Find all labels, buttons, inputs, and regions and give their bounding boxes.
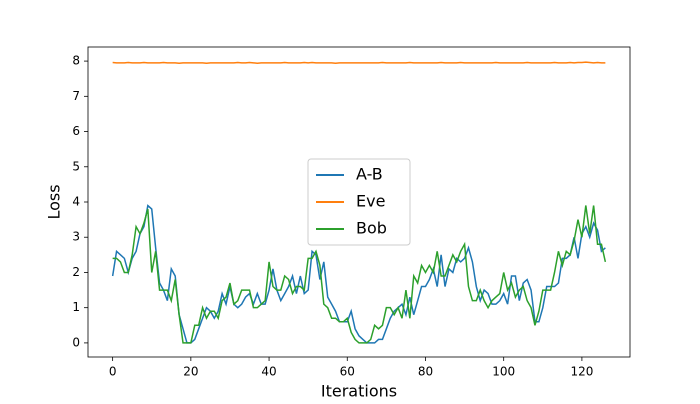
x-axis-label: Iterations	[321, 382, 397, 401]
x-tick-label: 20	[183, 365, 198, 379]
y-tick-label: 3	[72, 230, 80, 244]
y-tick-label: 6	[72, 124, 80, 138]
y-tick-label: 4	[72, 195, 80, 209]
legend-label: Bob	[356, 219, 387, 238]
x-tick-label: 80	[418, 365, 433, 379]
series-line	[111, 204, 606, 344]
x-tick-label: 60	[340, 365, 355, 379]
y-axis-label: Loss	[45, 184, 64, 219]
series-line	[112, 205, 607, 344]
series-line	[112, 61, 606, 64]
x-tick-label: 100	[492, 365, 515, 379]
legend-box	[307, 158, 411, 246]
y-tick-label: 5	[72, 159, 80, 173]
y-tick-label: 8	[72, 54, 80, 68]
plot-frame	[87, 46, 631, 358]
x-tick-label: 40	[261, 365, 276, 379]
x-tick-label: 120	[570, 365, 593, 379]
x-tick-label: 0	[109, 365, 117, 379]
legend-label: Eve	[356, 192, 385, 211]
y-tick-label: 1	[72, 300, 80, 314]
y-tick-label: 0	[72, 335, 80, 349]
y-tick-label: 2	[72, 265, 80, 279]
y-tick-label: 7	[72, 89, 80, 103]
legend-label: A-B	[356, 165, 383, 184]
